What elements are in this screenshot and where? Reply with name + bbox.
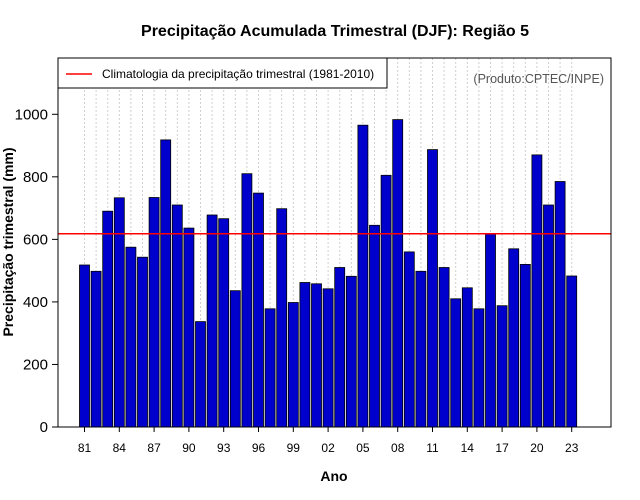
x-tick-label: 23 [565, 441, 579, 455]
bar-1987 [148, 197, 160, 428]
bar-1985 [125, 246, 137, 428]
bar-2005 [357, 124, 369, 428]
bar-2015 [473, 308, 485, 428]
bar-1982 [90, 270, 102, 428]
x-tick-label: 17 [495, 441, 509, 455]
x-tick-label: 20 [530, 441, 544, 455]
bar-2020 [531, 154, 543, 428]
y-axis: 0 200 400 600 800 1000 [15, 106, 58, 436]
y-tick-label: 600 [23, 231, 48, 248]
bar-2014 [461, 287, 473, 428]
x-tick-label: 93 [217, 441, 231, 455]
bar-2012 [438, 267, 450, 428]
y-tick-label: 1000 [15, 106, 48, 123]
bar-2009 [403, 251, 415, 428]
legend: Climatologia da precipitação trimestral … [57, 57, 388, 89]
bar-1997 [264, 308, 276, 428]
bar-1998 [276, 208, 288, 428]
bar-2016 [485, 233, 496, 428]
bar-1986 [137, 256, 148, 428]
bar-1994 [229, 290, 241, 428]
bars-group [79, 119, 578, 428]
bar-2006 [369, 224, 380, 428]
y-tick-label: 200 [23, 356, 48, 373]
bar-2011 [427, 149, 438, 428]
bar-2002 [322, 288, 334, 428]
bar-1988 [160, 139, 172, 428]
bar-1996 [253, 192, 264, 428]
x-tick-label: 11 [426, 441, 439, 455]
bar-2013 [450, 298, 462, 428]
bar-2022 [554, 181, 566, 428]
x-tick-label: 02 [321, 441, 335, 455]
bar-2023 [566, 275, 578, 428]
bar-1990 [183, 227, 195, 428]
x-tick-label: 14 [461, 441, 475, 455]
x-axis: 81 84 87 90 93 96 99 02 05 08 11 14 17 20 23 [78, 427, 579, 455]
bar-1999 [287, 302, 299, 428]
bar-1989 [171, 204, 183, 428]
x-tick-label: 87 [147, 441, 161, 455]
x-tick-label: 81 [78, 441, 92, 455]
bar-1991 [195, 321, 206, 428]
bar-2017 [496, 305, 508, 428]
x-tick-label: 08 [391, 441, 405, 455]
y-tick-label: 400 [23, 294, 48, 311]
x-tick-label: 84 [113, 441, 127, 455]
bar-1992 [206, 214, 218, 428]
x-axis-label: Ano [320, 468, 347, 484]
x-tick-label: 99 [287, 441, 301, 455]
bar-2008 [392, 119, 404, 428]
legend-box [57, 57, 388, 89]
y-tick-label: 800 [23, 169, 48, 186]
bar-2007 [380, 174, 392, 428]
x-tick-label: 96 [252, 441, 266, 455]
bar-2021 [543, 204, 554, 428]
credit-text: (Produto:CPTEC/INPE) [473, 72, 604, 86]
x-tick-label: 90 [182, 441, 196, 455]
bar-2018 [508, 248, 520, 428]
y-tick-label: 0 [40, 419, 48, 436]
bar-2000 [299, 282, 311, 428]
bar-1993 [218, 218, 230, 428]
bar-2001 [311, 283, 322, 428]
bar-1983 [102, 210, 114, 428]
legend-label: Climatologia da precipitação trimestral … [102, 67, 374, 81]
chart-title: Precipitação Acumulada Trimestral (DJF):… [141, 23, 529, 40]
bar-1995 [241, 173, 253, 428]
bar-1984 [113, 197, 125, 428]
bar-1981 [79, 264, 90, 428]
y-axis-label: Precipitação trimestral (mm) [0, 147, 16, 336]
bar-2004 [345, 275, 357, 428]
bar-2003 [334, 267, 346, 428]
x-tick-label: 05 [356, 441, 370, 455]
bar-2010 [415, 270, 427, 428]
bar-2019 [519, 263, 531, 428]
